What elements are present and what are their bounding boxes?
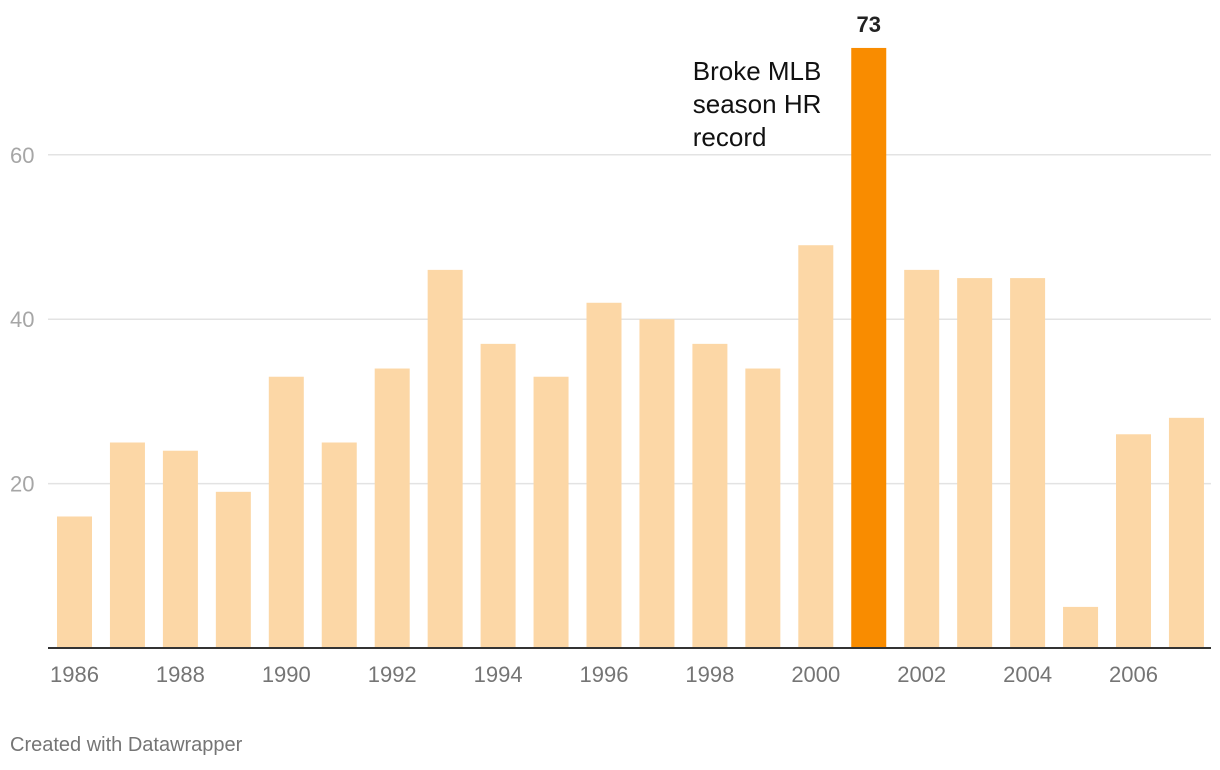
bar-1993	[427, 269, 463, 648]
bar-1986	[57, 516, 92, 648]
x-tick-label: 1990	[262, 662, 311, 687]
x-tick-label: 1986	[50, 662, 99, 687]
bar-2002	[904, 269, 940, 648]
x-tick-label: 2000	[791, 662, 840, 687]
x-tick-label: 2006	[1109, 662, 1158, 687]
bar-2007	[1168, 417, 1204, 648]
y-tick-label: 40	[10, 307, 34, 332]
x-tick-label: 2002	[897, 662, 946, 687]
annotation-line: Broke MLB	[693, 56, 822, 86]
value-label-2001: 73	[857, 12, 881, 37]
bar-1994	[480, 343, 516, 648]
bar-1998	[692, 343, 728, 648]
annotation-line: season HR	[693, 89, 822, 119]
x-tick-label: 1994	[474, 662, 523, 687]
bar-2001	[851, 47, 887, 648]
axes: 1986 1988 1990 1992 1994 1996 1998 2000 2002 2004…	[48, 647, 1211, 687]
bar-2000	[798, 245, 834, 648]
x-tick-label: 2004	[1003, 662, 1052, 687]
bar-1987	[109, 442, 145, 648]
x-tick-label: 1998	[685, 662, 734, 687]
bar-chart: 20 40 60 1986 1988 1990 1992 1994 1996 1998 2000 2…	[10, 12, 1211, 687]
bar-1989	[215, 491, 251, 648]
annotation-line: record	[693, 122, 767, 152]
bar-1999	[745, 368, 781, 648]
bar-2003	[957, 278, 993, 648]
bars	[57, 47, 1204, 648]
bar-1991	[321, 442, 357, 648]
x-tick-label: 1996	[580, 662, 629, 687]
bar-2006	[1116, 434, 1151, 648]
y-tick-label: 20	[10, 472, 34, 497]
bar-2005	[1063, 606, 1099, 648]
bar-1990	[268, 376, 304, 648]
credit-text: Created with Datawrapper	[10, 734, 243, 756]
x-tick-label: 1992	[368, 662, 417, 687]
bar-1988	[162, 450, 198, 648]
bar-2004	[1010, 278, 1046, 648]
x-tick-label: 1988	[156, 662, 205, 687]
bar-1997	[639, 319, 675, 648]
bar-1995	[533, 376, 569, 648]
y-tick-label: 60	[10, 143, 34, 168]
bar-1992	[374, 368, 410, 648]
bar-1996	[586, 302, 622, 648]
